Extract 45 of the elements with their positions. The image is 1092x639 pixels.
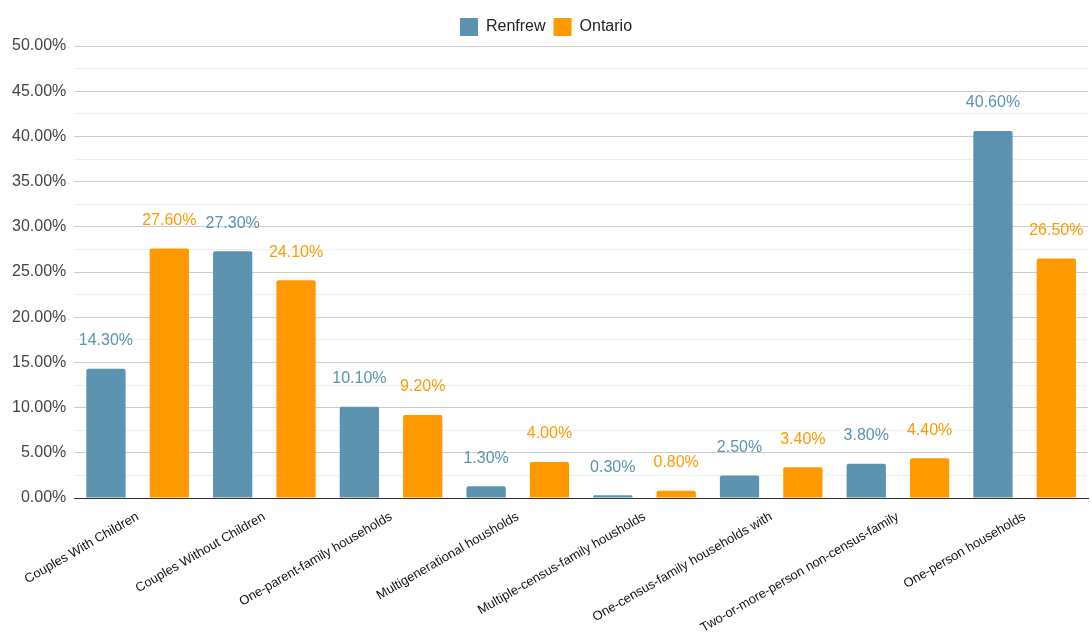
- bar: [719, 475, 760, 498]
- y-tick-label: 0.00%: [20, 488, 67, 506]
- y-tick-label: 10.00%: [12, 398, 67, 416]
- data-label: 3.40%: [780, 429, 826, 447]
- bar: [466, 486, 506, 498]
- bar: [339, 406, 380, 498]
- bar: [909, 458, 950, 498]
- bar: [149, 248, 189, 498]
- data-label: 24.10%: [268, 242, 324, 260]
- bar: [973, 130, 1013, 498]
- data-label: 40.60%: [965, 93, 1021, 111]
- data-label: 9.20%: [400, 377, 446, 395]
- data-label: 4.40%: [906, 420, 953, 438]
- y-tick-label: 20.00%: [12, 307, 67, 325]
- bar: [213, 251, 253, 498]
- y-tick-label: 45.00%: [12, 81, 67, 99]
- y-tick-label: 50.00%: [12, 36, 67, 54]
- bar: [403, 414, 443, 498]
- bar: [593, 495, 633, 498]
- data-label: 0.30%: [590, 457, 636, 475]
- bar: [846, 463, 886, 498]
- data-label: 10.10%: [332, 369, 387, 387]
- data-label: 14.30%: [78, 331, 134, 349]
- bar: [783, 467, 823, 498]
- data-label: 27.60%: [142, 210, 197, 228]
- y-tick-label: 5.00%: [20, 443, 67, 461]
- legend-label: Ontario: [579, 17, 633, 35]
- bar: [276, 280, 316, 498]
- data-label: 3.80%: [843, 426, 889, 444]
- bar: [529, 461, 570, 498]
- data-label: 27.30%: [205, 213, 260, 231]
- data-label: 2.50%: [716, 437, 763, 455]
- bar: [86, 368, 126, 498]
- y-tick-label: 25.00%: [12, 262, 67, 280]
- data-label: 1.30%: [463, 448, 509, 466]
- bar: [1036, 258, 1076, 498]
- data-label: 0.80%: [653, 453, 699, 471]
- y-tick-label: 30.00%: [12, 217, 67, 235]
- data-label: 4.00%: [526, 424, 573, 442]
- y-tick-label: 40.00%: [12, 126, 67, 144]
- y-tick-label: 35.00%: [12, 172, 67, 190]
- legend-label: Renfrew: [485, 17, 546, 35]
- y-tick-label: 15.00%: [12, 352, 67, 370]
- data-label: 26.50%: [1029, 220, 1084, 238]
- bar: [656, 490, 696, 498]
